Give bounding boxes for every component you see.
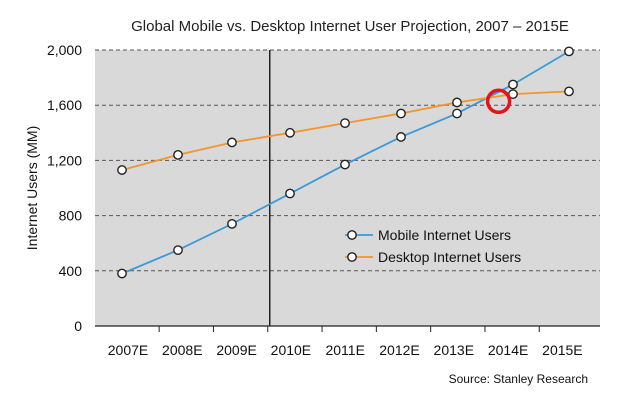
data-point-mobile (285, 188, 295, 199)
series-layer (117, 46, 574, 279)
legend: Mobile Internet Users Desktop Internet U… (345, 227, 521, 265)
x-axis-ticks: 2007E 2008E 2009E 2010E 2011E 2012E 2013E 2014E… (108, 326, 583, 358)
x-tick-label: 2012E (379, 342, 419, 358)
legend-marker-mobile (347, 230, 357, 240)
y-axis-label: Internet Users (MM) (24, 126, 40, 250)
y-tick-label: 1,600 (47, 97, 82, 113)
data-point-mobile (340, 159, 350, 170)
data-point-desktop (340, 118, 350, 129)
data-point-desktop (173, 149, 183, 160)
y-tick-label: 0 (74, 318, 82, 334)
data-point-desktop (396, 108, 406, 119)
data-point-desktop (452, 97, 462, 108)
legend-item-desktop: Desktop Internet Users (345, 249, 521, 265)
data-point-desktop (117, 165, 127, 175)
source-note: Source: Stanley Research (449, 372, 588, 386)
data-point-mobile (564, 46, 574, 57)
x-tick-label: 2011E (325, 342, 364, 358)
plot-background (95, 50, 600, 326)
legend-item-mobile: Mobile Internet Users (345, 227, 511, 243)
data-point-mobile (173, 245, 183, 256)
data-point-mobile (452, 108, 462, 119)
x-tick-label: 2008E (162, 342, 202, 358)
x-tick-label: 2007E (108, 342, 148, 358)
x-tick-label: 2010E (271, 342, 311, 358)
data-point-desktop (564, 86, 574, 97)
y-axis-ticks: 0 400 800 1,200 1,600 2,000 (47, 42, 82, 334)
data-point-mobile (508, 79, 518, 90)
data-point-mobile (117, 268, 127, 279)
data-point-mobile (396, 132, 406, 142)
legend-label-desktop: Desktop Internet Users (378, 249, 521, 265)
x-tick-label: 2015E (542, 342, 582, 358)
data-point-desktop (285, 127, 295, 138)
y-tick-label: 1,200 (47, 152, 82, 168)
x-tick-label: 2013E (434, 342, 474, 358)
x-tick-label: 2009E (216, 342, 256, 358)
legend-marker-desktop (347, 252, 357, 262)
data-point-desktop (227, 137, 237, 148)
crossover-highlight-circle (485, 88, 512, 115)
y-tick-label: 800 (59, 208, 83, 224)
data-point-mobile (227, 218, 237, 229)
y-tick-label: 2,000 (47, 42, 82, 58)
legend-label-mobile: Mobile Internet Users (378, 227, 511, 243)
y-tick-label: 400 (59, 263, 83, 279)
x-tick-label: 2014E (488, 342, 528, 358)
chart-title: Global Mobile vs. Desktop Internet User … (131, 18, 569, 35)
